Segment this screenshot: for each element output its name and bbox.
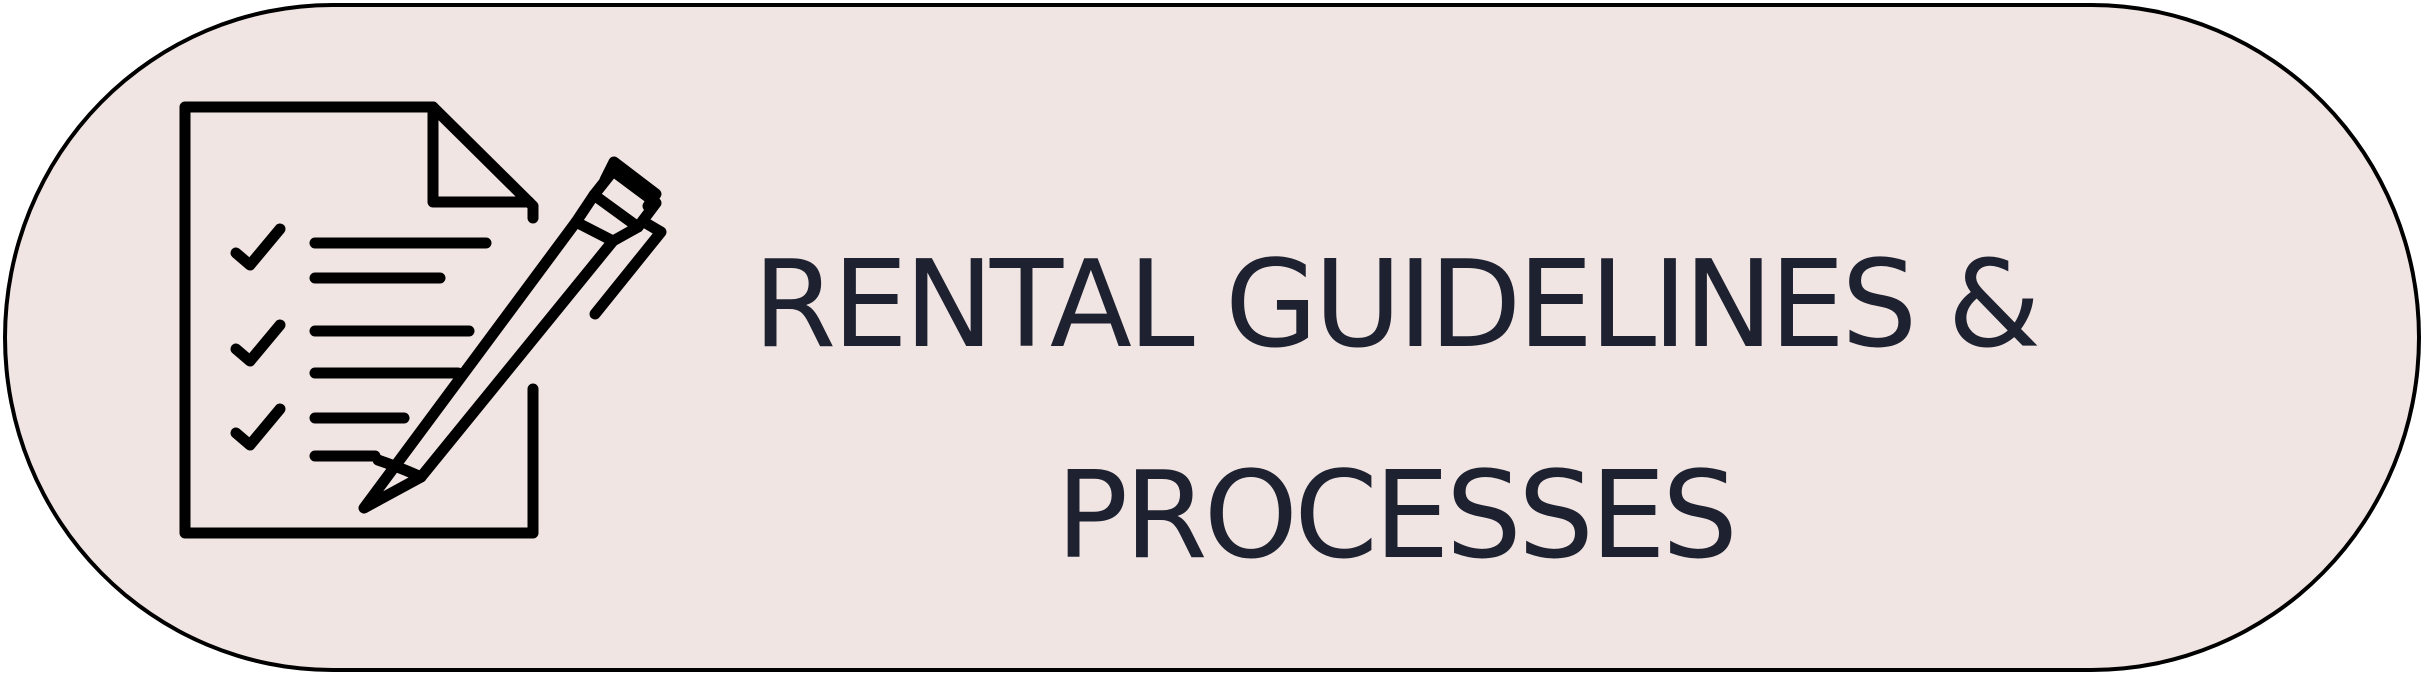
rental-guidelines-button[interactable] <box>3 3 2421 672</box>
